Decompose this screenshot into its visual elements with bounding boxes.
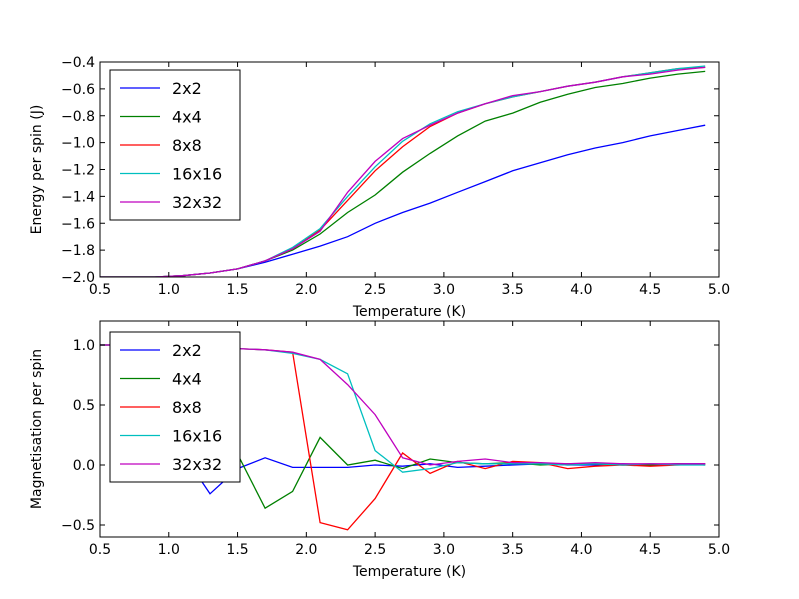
x-tick-label: 4.5 [639, 282, 661, 298]
legend-label: 2x2 [172, 341, 202, 360]
series-group [100, 65, 706, 277]
y-tick-label: 0.0 [73, 458, 95, 474]
y-tick-label: −1.4 [61, 189, 95, 205]
legend-label: 2x2 [172, 79, 202, 98]
y-tick-label: −0.4 [61, 55, 95, 71]
x-tick-label: 1.5 [226, 542, 248, 558]
x-tick-label: 3.0 [433, 542, 455, 558]
legend: 2x2 4x4 8x8 16x16 32x32 [109, 331, 241, 483]
x-tick-label: 4.0 [570, 542, 592, 558]
x-tick-label: 1.0 [158, 542, 180, 558]
legend-label: 32x32 [172, 193, 222, 212]
legend-label: 4x4 [172, 370, 202, 389]
y-tick-label: −0.8 [61, 109, 95, 125]
x-axis-label: Temperature (K) [352, 304, 466, 320]
legend-label: 8x8 [172, 136, 202, 155]
legend-label: 16x16 [172, 427, 222, 446]
x-tick-label: 4.0 [570, 282, 592, 298]
x-tick-label: 3.5 [502, 542, 524, 558]
x-tick-label: 2.5 [364, 542, 386, 558]
x-tick-label: 3.5 [502, 282, 524, 298]
x-tick-label: 0.5 [89, 542, 111, 558]
legend-label: 16x16 [172, 165, 222, 184]
series-line-32x32 [100, 66, 706, 277]
y-tick-label: 1.0 [73, 338, 95, 354]
x-tick-label: 4.5 [639, 542, 661, 558]
legend-label: 8x8 [172, 398, 202, 417]
legend-label: 4x4 [172, 108, 202, 127]
y-tick-label: −2.0 [61, 270, 95, 286]
y-tick-label: −1.0 [61, 136, 95, 152]
y-axis-label: Energy per spin (J) [29, 105, 45, 235]
y-tick-label: −1.2 [61, 163, 95, 179]
x-axis-label: Temperature (K) [352, 564, 466, 580]
y-tick-label: −0.5 [61, 518, 95, 534]
x-tick-label: 2.0 [295, 542, 317, 558]
x-tick-label: 3.0 [433, 282, 455, 298]
legend: 2x2 4x4 8x8 16x16 32x32 [109, 69, 241, 221]
x-tick-label: 5.0 [708, 282, 730, 298]
y-tick-label: −0.6 [61, 82, 95, 98]
x-tick-label: 1.0 [158, 282, 180, 298]
y-tick-label: 0.5 [73, 398, 95, 414]
plot-frame [99, 320, 720, 538]
y-axis-label: Magnetisation per spin [29, 349, 45, 509]
x-tick-label: 1.5 [226, 282, 248, 298]
y-tick-label: −1.8 [61, 243, 95, 259]
x-tick-label: 2.0 [295, 282, 317, 298]
x-tick-label: 0.5 [89, 282, 111, 298]
chart-panel-magnetisation: 0.5 1.0 1.5 2.0 2.5 3.0 3.5 4.0 4.5 5.0 −0.5 0.0 0.5… [29, 320, 730, 580]
y-tick-label: −1.6 [61, 216, 95, 232]
chart-panel-energy: 0.5 1.0 1.5 2.0 2.5 3.0 3.5 4.0 4.5 5.0 −2.0 −1.8 −1… [29, 55, 730, 320]
x-tick-label: 2.5 [364, 282, 386, 298]
legend-label: 32x32 [172, 455, 222, 474]
x-tick-label: 5.0 [708, 542, 730, 558]
